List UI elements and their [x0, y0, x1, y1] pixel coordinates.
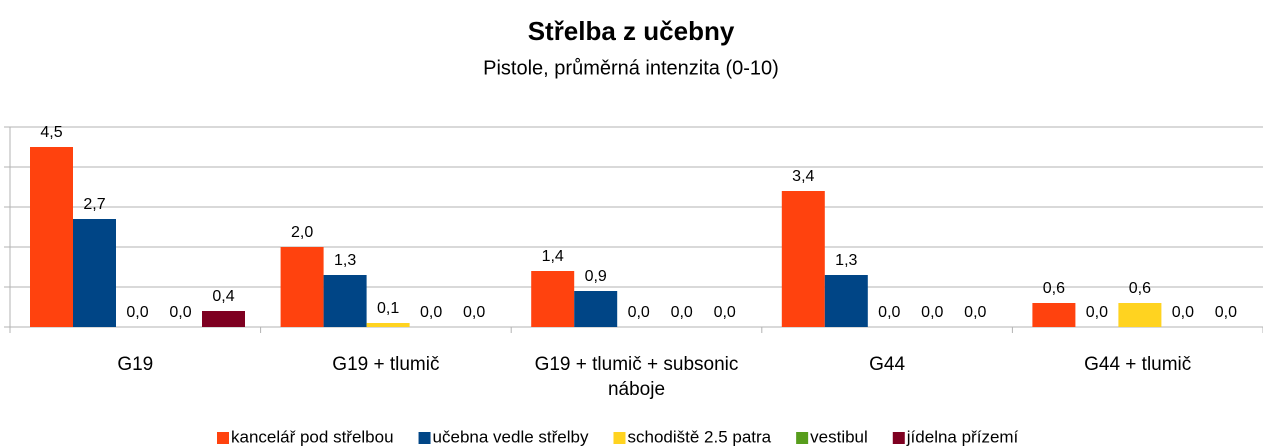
bar — [30, 147, 73, 327]
legend-swatch — [217, 432, 229, 444]
data-label: 0,0 — [878, 304, 900, 321]
data-label: 0,0 — [169, 304, 191, 321]
x-tick-label: G44 — [869, 354, 906, 375]
legend-swatch — [613, 432, 626, 444]
chart-subtitle: Pistole, průměrná intenzita (0-10) — [483, 57, 779, 79]
data-label: 0,0 — [1086, 304, 1108, 321]
data-label: 0,0 — [671, 304, 693, 321]
legend-label: učebna vedle střelby — [433, 427, 589, 446]
bar — [531, 271, 575, 327]
data-label: 0,0 — [1215, 304, 1237, 321]
data-label: 0,1 — [377, 300, 399, 317]
bar — [824, 275, 868, 327]
bar — [323, 275, 367, 327]
x-tick-label: G19 + tlumič + subsonic náboje — [534, 354, 739, 400]
data-label: 0,0 — [921, 304, 943, 321]
data-label: 4,5 — [40, 124, 62, 141]
legend-swatch — [418, 432, 431, 444]
bar — [202, 311, 245, 327]
data-label: 0,9 — [585, 268, 607, 285]
data-label: 0,0 — [1172, 304, 1194, 321]
legend-label: kancelář pod střelbou — [231, 427, 394, 446]
data-label: 0,6 — [1043, 280, 1065, 297]
bar — [1032, 303, 1076, 327]
data-label: 2,0 — [291, 224, 313, 241]
legend-label: vestibul — [810, 427, 868, 446]
x-tick-label: G19 — [117, 354, 154, 375]
data-label: 0,4 — [212, 288, 234, 305]
data-label: 0,0 — [463, 304, 485, 321]
legend-label: jídelna přízemí — [906, 427, 1019, 446]
legend-swatch — [796, 432, 809, 444]
data-label: 1,4 — [542, 248, 564, 265]
data-label: 0,0 — [714, 304, 736, 321]
data-label: 2,7 — [83, 196, 105, 213]
legend-swatch — [892, 432, 905, 444]
legend-label: schodiště 2.5 patra — [627, 427, 771, 446]
data-label: 0,0 — [964, 304, 986, 321]
bar — [73, 219, 116, 327]
bar — [1118, 303, 1162, 327]
data-label: 0,6 — [1129, 280, 1151, 297]
bar — [366, 323, 410, 327]
x-tick-label: G44 + tlumič — [1084, 354, 1192, 375]
data-label: 0,0 — [420, 304, 442, 321]
bar — [574, 291, 618, 327]
data-label: 1,3 — [835, 252, 857, 269]
chart-title: Střelba z učebny — [528, 16, 735, 46]
bar — [280, 247, 324, 327]
data-label: 1,3 — [334, 252, 356, 269]
x-tick-label: G19 + tlumič — [332, 354, 440, 375]
data-label: 0,0 — [126, 304, 148, 321]
data-label: 0,0 — [628, 304, 650, 321]
bar — [781, 191, 825, 327]
data-label: 3,4 — [792, 168, 814, 185]
